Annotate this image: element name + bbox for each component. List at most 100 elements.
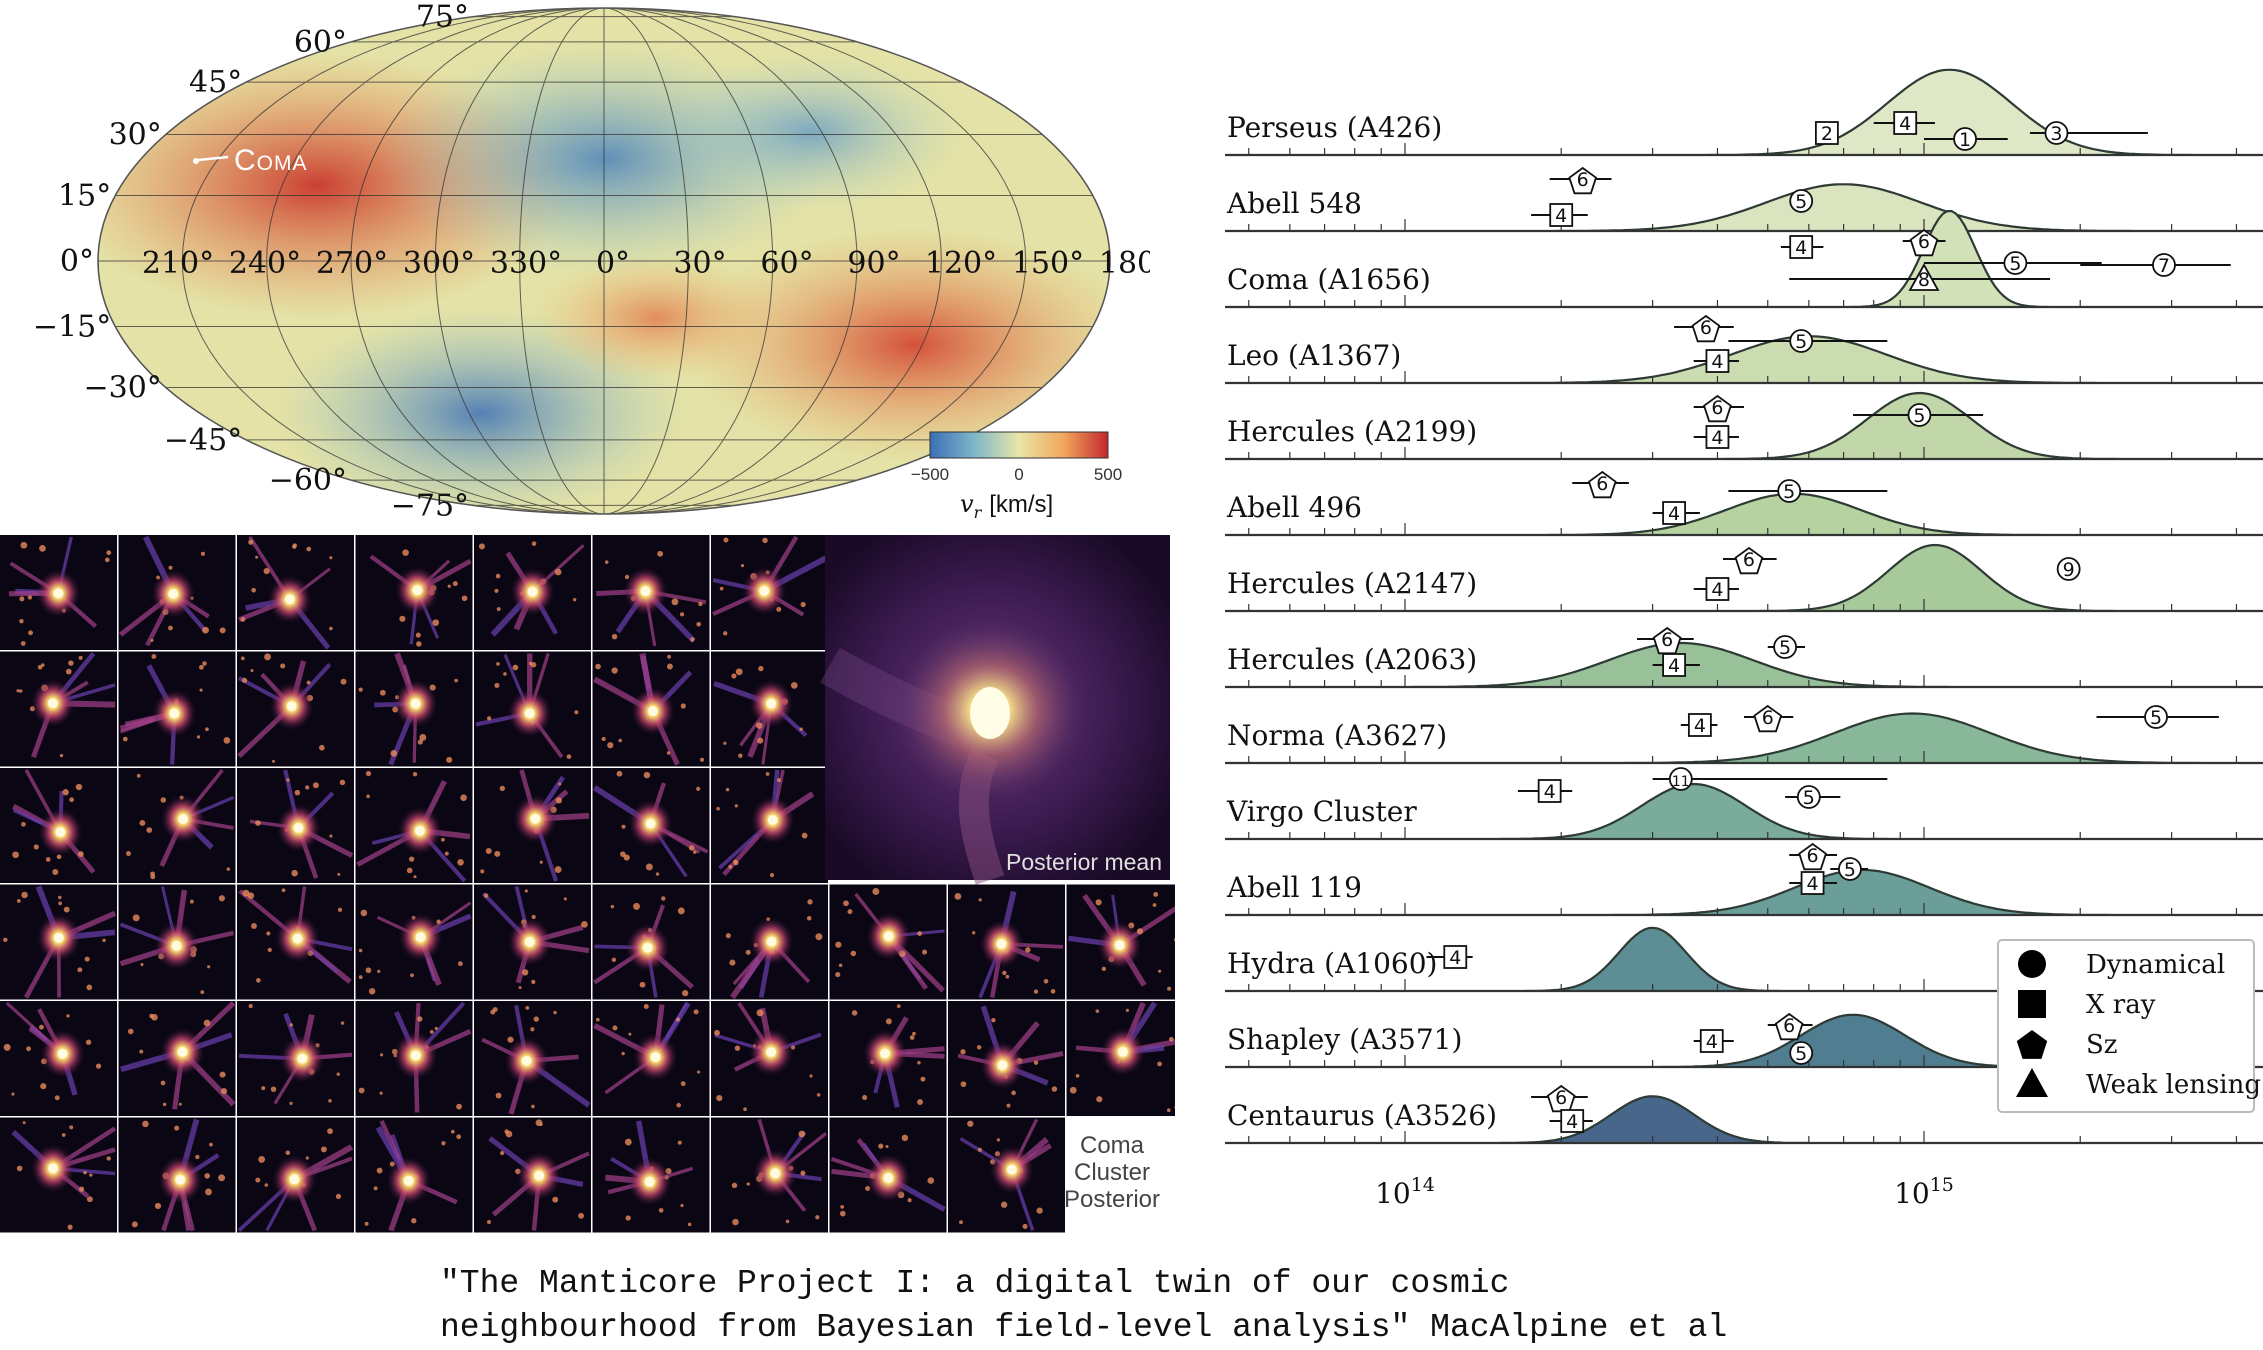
cluster-label: Hercules (A2147) xyxy=(1227,567,1477,600)
lon-label: 330° xyxy=(490,246,562,281)
measurement-marker: 5 xyxy=(1830,857,1868,881)
measurement-marker: 5 xyxy=(1789,189,1814,213)
marker-label: 9 xyxy=(2063,559,2075,581)
marker-label: 8 xyxy=(1918,269,1930,291)
marker-label: 11 xyxy=(1672,774,1690,790)
measurement-marker: 6 xyxy=(1902,228,1946,257)
posterior-sample-tile xyxy=(948,1117,1065,1233)
cluster-row: Shapley (A3571) 65 4 xyxy=(1225,1012,2263,1069)
posterior-sample-tile xyxy=(0,768,117,883)
legend-item: Weak lensing xyxy=(2016,1068,2261,1100)
cluster-label: Hercules (A2063) xyxy=(1227,643,1477,676)
posterior-sample-tile xyxy=(237,1001,354,1116)
marker-label: 4 xyxy=(1706,1031,1718,1053)
lat-label: −75° xyxy=(391,488,469,523)
posterior-sample-tile xyxy=(118,768,236,883)
lon-label: 210° xyxy=(142,246,214,281)
posterior-sample-tile xyxy=(355,1117,473,1233)
measurement-marker: 4 xyxy=(1531,203,1588,227)
posterior-sample-tile xyxy=(118,1117,236,1233)
marker-label: 4 xyxy=(1899,113,1911,135)
measurement-marker: 5 xyxy=(1785,785,1841,809)
posterior-sample-tile xyxy=(237,1117,354,1233)
marker-label: 4 xyxy=(1668,655,1680,677)
cluster-row: Virgo Cluster 4 11 5 xyxy=(1225,767,2263,841)
x-tick-label: 1014 xyxy=(1375,1174,1435,1210)
cluster-label: Perseus (A426) xyxy=(1227,111,1442,144)
cluster-label: Shapley (A3571) xyxy=(1227,1023,1462,1056)
posterior-sample-tile xyxy=(0,884,117,1000)
cluster-row: Perseus (A426) 2 4 1 3 xyxy=(1225,68,2263,157)
marker-label: 4 xyxy=(1795,237,1807,259)
measurement-marker: 4 xyxy=(1652,653,1700,677)
lat-label: −30° xyxy=(83,371,161,406)
posterior-sample-tile xyxy=(0,535,117,650)
measurement-marker: 6 xyxy=(1789,842,1838,871)
marker-label: 6 xyxy=(1596,473,1608,495)
colorbar-tick-max: 500 xyxy=(1094,465,1122,484)
posterior-sample-tile xyxy=(237,535,354,650)
measurement-marker: 6 xyxy=(1723,546,1777,575)
posterior-sample-tile xyxy=(592,884,710,1000)
marker-label: 6 xyxy=(1700,317,1712,339)
caption-line-1: "The Manticore Project I: a digital twin… xyxy=(440,1265,1510,1302)
measurement-marker: 4 xyxy=(1693,1029,1734,1053)
posterior-sample-tile xyxy=(592,1117,710,1233)
colorbar: −500 0 500 vr [km/s] xyxy=(911,431,1122,522)
lon-label: 240° xyxy=(229,246,301,281)
posterior-sample-tile xyxy=(592,1001,710,1116)
posterior-sample-tile xyxy=(948,1001,1065,1116)
posterior-sample-tile xyxy=(711,535,828,650)
marker-label: 4 xyxy=(1711,427,1723,449)
cluster-label: Norma (A3627) xyxy=(1227,719,1447,752)
legend-label: Weak lensing xyxy=(2086,1070,2261,1100)
measurement-marker: 6 xyxy=(1693,394,1744,423)
caption-line-2: neighbourhood from Bayesian field-level … xyxy=(440,1309,1728,1346)
measurement-marker: 4 xyxy=(1780,235,1824,259)
cluster-density xyxy=(1225,183,2263,233)
cluster-label: Hydra (A1060) xyxy=(1227,947,1437,980)
colorbar-label: vr [km/s] xyxy=(960,490,1053,522)
lat-label: 75° xyxy=(416,0,469,35)
posterior-sample-tile xyxy=(829,1001,947,1116)
colorbar-tick-mid: 0 xyxy=(1014,465,1023,484)
measurement-marker: 6 xyxy=(1549,166,1612,195)
cluster-row: Abell 119 6 5 4 xyxy=(1225,842,2263,917)
marker-label: 6 xyxy=(1555,1087,1567,1109)
posterior-sample-tile xyxy=(592,768,710,883)
measurement-marker: 6 xyxy=(1572,470,1629,499)
posterior-sample-tile xyxy=(1066,884,1175,1000)
marker-label: 1 xyxy=(1959,129,1971,151)
marker-label: 6 xyxy=(1807,845,1819,867)
measurement-marker: 4 xyxy=(1680,713,1718,737)
marker-label: 5 xyxy=(2009,253,2021,275)
measurement-marker: 3 xyxy=(2029,121,2148,145)
posterior-sample-tile xyxy=(237,651,354,767)
posterior-sample-tile xyxy=(355,651,473,767)
cluster-row: Coma (A1656) 4 6 5 7 8 xyxy=(1225,210,2263,309)
measurement-marker: 6 xyxy=(1767,1012,1813,1041)
sky-velocity-map: 75° 60° 45° 30° 15° 0° −15° −30°−45° −60° −75° 21… xyxy=(33,0,1150,523)
posterior-sample-tile xyxy=(829,884,947,1000)
measurement-marker: 9 xyxy=(2056,557,2081,581)
chart-legend: Dynamical X ray Sz Weak lensing xyxy=(1997,939,2261,1113)
posterior-sample-tile xyxy=(0,1001,117,1116)
cluster-label: Hercules (A2199) xyxy=(1227,415,1477,448)
sky-map-field xyxy=(98,8,1110,514)
cluster-row: Hercules (A2063) 6 5 4 xyxy=(1225,626,2263,689)
lon-label: 150° xyxy=(1012,246,1084,281)
legend-label: Dynamical xyxy=(2086,950,2225,980)
measurement-marker: 5 xyxy=(1728,479,1888,503)
measurement-marker: 4 xyxy=(1873,111,1935,135)
lon-label: 60° xyxy=(760,246,813,281)
figure-caption: "The Manticore Project I: a digital twin… xyxy=(440,1262,2040,1350)
marker-label: 6 xyxy=(1783,1015,1795,1037)
marker-label: 5 xyxy=(1795,191,1807,213)
marker-label: 6 xyxy=(1918,231,1930,253)
lon-label: 120° xyxy=(925,246,997,281)
posterior-sample-tile xyxy=(355,1001,473,1116)
marker-label: 7 xyxy=(2158,255,2170,277)
cluster-row: Abell 496 6 5 4 xyxy=(1225,470,2263,537)
posterior-sample-tile xyxy=(0,651,117,767)
posterior-sample-tile xyxy=(711,1117,828,1233)
